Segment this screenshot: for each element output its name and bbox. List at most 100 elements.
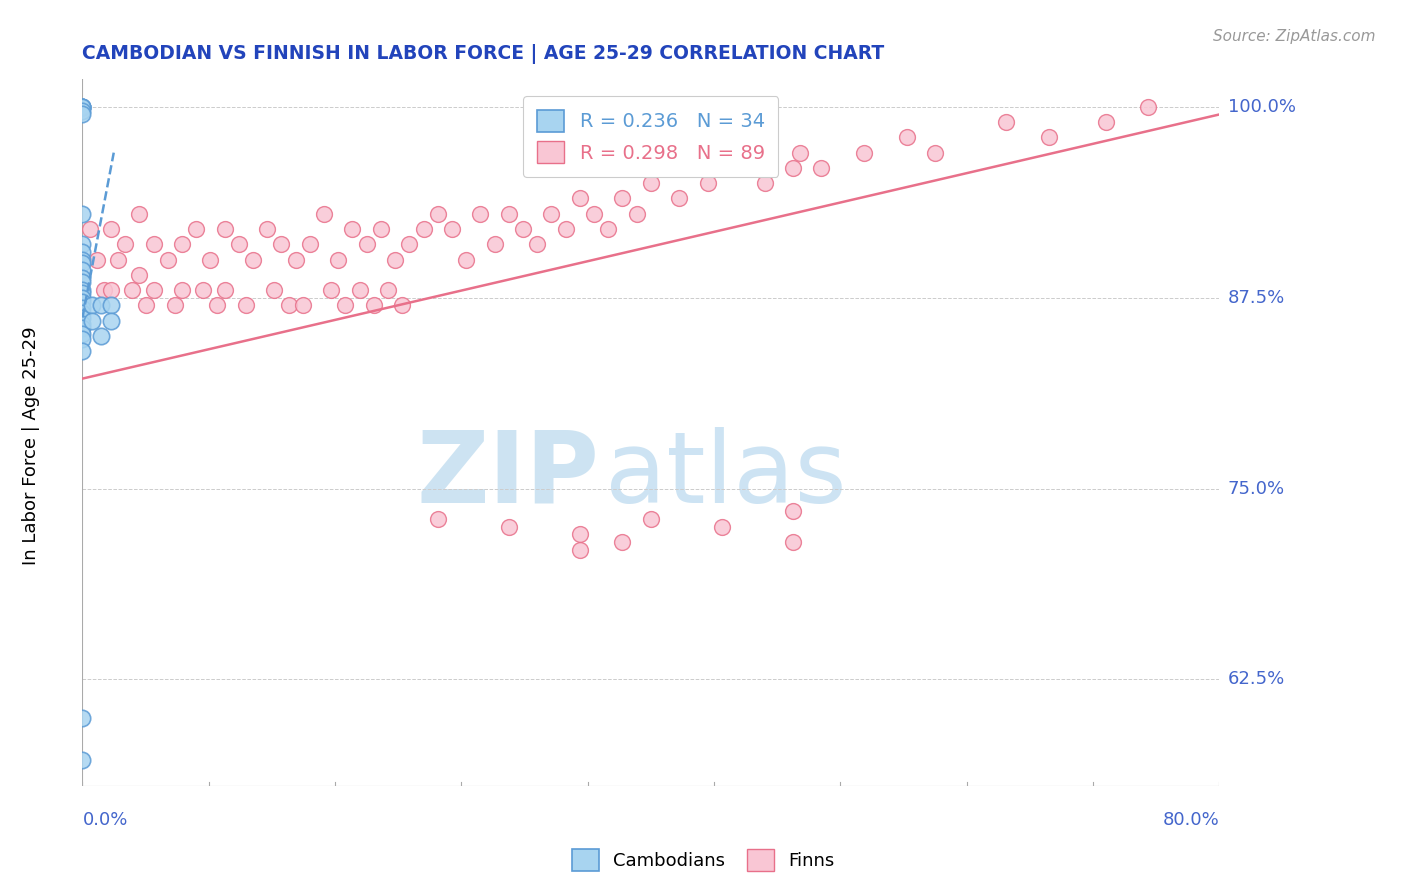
Point bbox=[72, 295, 94, 310]
Point bbox=[391, 298, 413, 312]
Legend: Cambodians, Finns: Cambodians, Finns bbox=[564, 842, 842, 879]
Point bbox=[456, 252, 478, 267]
Point bbox=[72, 753, 94, 767]
Text: In Labor Force | Age 25-29: In Labor Force | Age 25-29 bbox=[22, 326, 39, 566]
Point bbox=[72, 100, 94, 114]
Point bbox=[72, 317, 94, 331]
Point bbox=[86, 252, 108, 267]
Point bbox=[426, 512, 449, 526]
Point bbox=[100, 298, 122, 312]
Point bbox=[426, 207, 449, 221]
Point bbox=[128, 268, 150, 282]
Point bbox=[498, 519, 520, 533]
Text: 0.0%: 0.0% bbox=[83, 811, 128, 829]
Point bbox=[82, 313, 104, 327]
Point bbox=[668, 191, 690, 205]
Point bbox=[640, 176, 662, 190]
Point bbox=[72, 306, 94, 320]
Point bbox=[170, 237, 193, 252]
Text: 80.0%: 80.0% bbox=[1163, 811, 1219, 829]
Point bbox=[356, 237, 378, 252]
Point bbox=[214, 283, 236, 297]
Point bbox=[256, 222, 278, 236]
Point bbox=[72, 710, 94, 724]
Point bbox=[200, 252, 222, 267]
Text: CAMBODIAN VS FINNISH IN LABOR FORCE | AGE 25-29 CORRELATION CHART: CAMBODIAN VS FINNISH IN LABOR FORCE | AG… bbox=[83, 44, 884, 63]
Legend: R = 0.236   N = 34, R = 0.298   N = 89: R = 0.236 N = 34, R = 0.298 N = 89 bbox=[523, 96, 779, 177]
Point bbox=[377, 283, 399, 297]
Point bbox=[598, 222, 620, 236]
Point bbox=[725, 161, 748, 175]
Point bbox=[72, 332, 94, 346]
Text: 62.5%: 62.5% bbox=[1227, 671, 1285, 689]
Point bbox=[335, 298, 357, 312]
Point bbox=[142, 237, 165, 252]
Point bbox=[291, 298, 314, 312]
Point bbox=[100, 313, 122, 327]
Point bbox=[72, 252, 94, 267]
Point bbox=[554, 222, 576, 236]
Point bbox=[242, 252, 264, 267]
Point bbox=[72, 291, 94, 305]
Point bbox=[121, 283, 143, 297]
Point bbox=[72, 100, 94, 114]
Point bbox=[72, 321, 94, 335]
Point bbox=[853, 145, 876, 160]
Text: 100.0%: 100.0% bbox=[1227, 98, 1296, 116]
Point bbox=[540, 207, 562, 221]
Point bbox=[470, 207, 492, 221]
Point bbox=[79, 222, 101, 236]
Point bbox=[100, 222, 122, 236]
Point bbox=[995, 115, 1018, 129]
Point bbox=[484, 237, 506, 252]
Point bbox=[163, 298, 186, 312]
Text: ZIP: ZIP bbox=[416, 426, 600, 524]
Point bbox=[270, 237, 292, 252]
Point bbox=[1094, 115, 1116, 129]
Point bbox=[235, 298, 257, 312]
Point bbox=[214, 222, 236, 236]
Point bbox=[342, 222, 364, 236]
Point bbox=[72, 100, 94, 114]
Point bbox=[782, 504, 804, 518]
Point bbox=[90, 298, 112, 312]
Point bbox=[72, 263, 94, 277]
Point bbox=[626, 207, 648, 221]
Point bbox=[72, 286, 94, 301]
Point bbox=[228, 237, 250, 252]
Point bbox=[298, 237, 321, 252]
Point bbox=[207, 298, 229, 312]
Point bbox=[72, 100, 94, 114]
Point bbox=[284, 252, 307, 267]
Point bbox=[789, 145, 811, 160]
Point bbox=[440, 222, 463, 236]
Point bbox=[312, 207, 335, 221]
Point bbox=[1137, 100, 1160, 114]
Point bbox=[568, 191, 591, 205]
Point bbox=[512, 222, 534, 236]
Point bbox=[498, 207, 520, 221]
Text: 87.5%: 87.5% bbox=[1227, 289, 1285, 307]
Point bbox=[696, 176, 718, 190]
Point bbox=[72, 107, 94, 121]
Point bbox=[277, 298, 299, 312]
Point bbox=[72, 283, 94, 297]
Point bbox=[72, 207, 94, 221]
Point bbox=[72, 270, 94, 285]
Point bbox=[100, 283, 122, 297]
Point bbox=[363, 298, 385, 312]
Point bbox=[72, 321, 94, 335]
Point bbox=[128, 207, 150, 221]
Point bbox=[582, 207, 605, 221]
Point bbox=[107, 252, 129, 267]
Point bbox=[82, 298, 104, 312]
Point bbox=[398, 237, 420, 252]
Point bbox=[72, 327, 94, 342]
Point bbox=[1038, 130, 1060, 145]
Point bbox=[810, 161, 832, 175]
Point bbox=[568, 542, 591, 557]
Point bbox=[526, 237, 548, 252]
Point bbox=[321, 283, 343, 297]
Point bbox=[193, 283, 215, 297]
Point bbox=[142, 283, 165, 297]
